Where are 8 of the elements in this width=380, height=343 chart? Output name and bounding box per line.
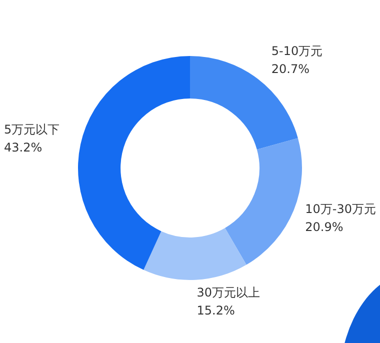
- slice-label: 10万-30万元: [305, 202, 376, 216]
- data-label: 43.2%: [4, 140, 42, 155]
- slice-label: 30万元以上: [196, 285, 260, 300]
- data-label: 15.2%: [196, 303, 235, 318]
- slice-label: 5-10万元: [271, 44, 323, 58]
- slice-label: 5万元以下: [4, 122, 60, 137]
- data-label: 20.7%: [271, 62, 310, 76]
- data-label: 20.9%: [305, 220, 344, 234]
